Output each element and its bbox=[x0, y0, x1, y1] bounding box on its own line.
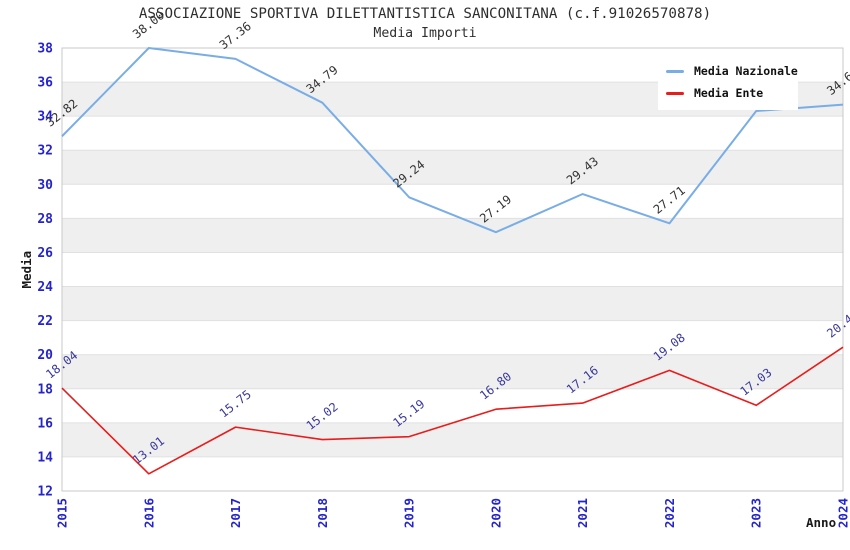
y-tick-label: 24 bbox=[37, 280, 53, 295]
y-tick-label: 22 bbox=[37, 314, 53, 329]
legend-marker-ente-icon bbox=[666, 91, 684, 95]
y-tick-label: 32 bbox=[37, 144, 53, 159]
plot-band bbox=[62, 456, 843, 491]
x-tick-label: 2019 bbox=[402, 498, 417, 528]
y-tick-label: 16 bbox=[37, 416, 53, 431]
y-tick-label: 26 bbox=[37, 246, 53, 261]
x-tick-label: 2021 bbox=[575, 498, 590, 528]
plot-band bbox=[62, 150, 843, 185]
x-tick-label: 2017 bbox=[228, 498, 243, 528]
plot-band bbox=[62, 286, 843, 321]
legend-item-media-nazionale: Media Nazionale bbox=[666, 60, 798, 82]
plot-band bbox=[62, 388, 843, 423]
chart-title: ASSOCIAZIONE SPORTIVA DILETTANTISTICA SA… bbox=[138, 6, 712, 22]
x-tick-label: 2015 bbox=[55, 498, 70, 528]
plot-band bbox=[62, 354, 843, 389]
series-line-1 bbox=[61, 346, 844, 475]
x-tick-label: 2024 bbox=[836, 498, 850, 528]
y-axis-title: Media bbox=[19, 251, 34, 289]
y-tick-label: 34 bbox=[37, 110, 53, 125]
y-tick-label: 14 bbox=[37, 450, 53, 465]
x-tick-label: 2023 bbox=[749, 498, 764, 528]
point-label: 38.00 bbox=[130, 8, 167, 41]
y-tick-label: 38 bbox=[37, 42, 53, 57]
plot-band bbox=[62, 218, 843, 253]
x-tick-label: 2022 bbox=[662, 498, 677, 528]
y-tick-label: 28 bbox=[37, 212, 53, 227]
y-tick-label: 18 bbox=[37, 382, 53, 397]
series-line-0 bbox=[61, 47, 844, 234]
legend-label-ente: Media Ente bbox=[694, 86, 764, 100]
x-tick-label: 2016 bbox=[141, 498, 156, 528]
plot-band bbox=[62, 320, 843, 355]
x-tick-label: 2020 bbox=[488, 498, 503, 528]
x-axis-title: Anno bbox=[806, 515, 836, 530]
plot-band bbox=[62, 252, 843, 287]
legend-item-media-ente: Media Ente bbox=[666, 82, 790, 104]
plot-band bbox=[62, 422, 843, 457]
plot-band bbox=[62, 116, 843, 151]
legend-label-nazionale: Media Nazionale bbox=[694, 64, 798, 78]
x-tick-label: 2018 bbox=[315, 498, 330, 528]
y-tick-label: 30 bbox=[37, 178, 53, 193]
y-tick-label: 20 bbox=[37, 348, 53, 363]
legend-marker-nazionale-icon bbox=[666, 69, 684, 73]
plot-border bbox=[61, 47, 844, 492]
y-tick-label: 12 bbox=[37, 485, 53, 500]
chart-subtitle: Media Importi bbox=[373, 26, 477, 41]
plot-band bbox=[62, 184, 843, 219]
y-tick-label: 36 bbox=[37, 76, 53, 91]
point-label: 37.36 bbox=[217, 19, 254, 52]
legend: Media Nazionale Media Ente bbox=[658, 54, 798, 110]
